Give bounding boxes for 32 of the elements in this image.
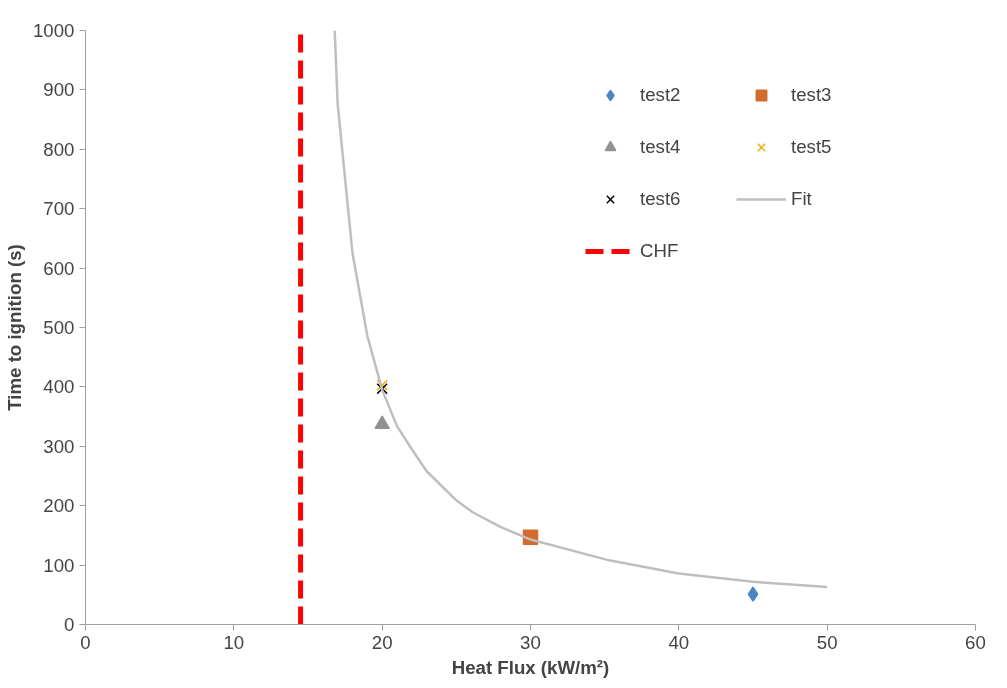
legend-label: test2: [640, 84, 682, 106]
y-tick-label: 200: [43, 495, 75, 517]
legend-label: test6: [640, 188, 682, 210]
y-tick-label: 1000: [33, 20, 75, 41]
y-tick-label: 0: [64, 614, 75, 635]
legend-label: Fit: [791, 188, 813, 210]
x-tick-label: 40: [668, 631, 690, 653]
legend-label: test5: [791, 136, 833, 158]
legend-label: test3: [791, 84, 833, 106]
x-tick-label: 0: [80, 631, 91, 653]
point: [747, 586, 759, 602]
y-tick-label: 100: [43, 554, 75, 576]
y-tick-label: 900: [43, 79, 75, 101]
x-axis-title: Heat Flux (kW/m²): [451, 656, 610, 678]
y-tick-label: 300: [43, 435, 75, 457]
line-series: [333, 30, 829, 589]
x-tick-label: 50: [816, 631, 838, 653]
legend-label: test4: [640, 136, 682, 158]
x-tick-label: 20: [371, 631, 393, 653]
y-tick-label: 700: [43, 198, 75, 220]
x-tick-label: 60: [965, 631, 986, 653]
y-tick-label: 600: [43, 257, 75, 279]
y-tick-label: 400: [43, 376, 75, 398]
point: [376, 382, 388, 395]
point: [376, 379, 388, 391]
y-tick-label: 500: [43, 317, 75, 338]
y-tick-label: 800: [43, 138, 75, 160]
legend-label: CHF: [640, 240, 680, 262]
x-tick-label: 10: [223, 631, 245, 653]
x-tick-label: 30: [520, 631, 541, 653]
y-axis-title: Time to ignition (s): [4, 244, 25, 411]
point: [374, 415, 390, 430]
